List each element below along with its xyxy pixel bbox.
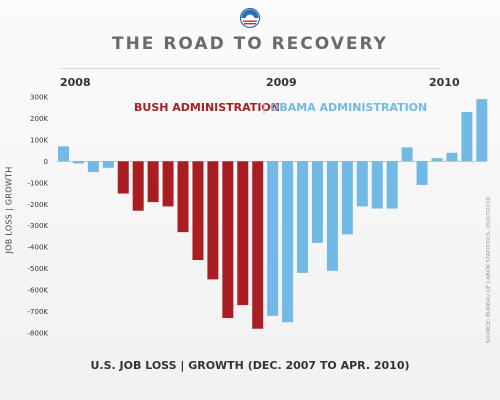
y-tick-label: 200K	[30, 115, 48, 123]
bar-obama	[341, 161, 353, 235]
bar-obama	[446, 152, 458, 162]
y-tick-label: -600K	[28, 287, 49, 295]
bar-bush	[162, 161, 174, 207]
bar-bush	[117, 161, 129, 194]
y-tick-label: 300K	[30, 94, 48, 102]
bar-pre	[102, 161, 114, 168]
bar-bush	[132, 161, 144, 211]
legend-bush: BUSH ADMINISTRATION	[134, 101, 280, 114]
year-label-2010: 2010	[429, 76, 460, 89]
bar-bush	[222, 161, 234, 318]
bar-obama	[476, 99, 488, 162]
bar-bush	[207, 161, 219, 280]
y-tick-label: 0	[44, 158, 48, 166]
bar-bush	[147, 161, 159, 203]
y-tick-label: -200K	[28, 201, 49, 209]
title-rule-right	[250, 68, 440, 69]
bar-bush	[177, 161, 189, 233]
y-tick-label: -500K	[28, 265, 49, 273]
title-rule-left	[60, 68, 250, 69]
year-label-2009: 2009	[266, 76, 297, 89]
bar-obama	[311, 161, 323, 243]
bar-obama	[386, 161, 398, 209]
obama-logo-icon	[240, 8, 260, 28]
bar-obama	[431, 158, 443, 162]
bar-bush	[192, 161, 204, 261]
bar-bush	[252, 161, 264, 329]
legend-separator: |	[262, 101, 267, 114]
chart-title: THE ROAD TO RECOVERY	[111, 34, 388, 54]
bar-pre	[72, 161, 84, 164]
bar-obama	[297, 161, 309, 273]
y-tick-label: 100K	[30, 136, 48, 144]
bar-obama	[461, 112, 473, 162]
source-note: SOURCE: BUREAU OF LABOR STATISTICS, 05/0…	[486, 196, 492, 344]
bar-obama	[282, 161, 294, 323]
y-tick-label: -700K	[28, 308, 49, 316]
y-tick-label: -400K	[28, 244, 49, 252]
bar-bush	[237, 161, 249, 306]
legend-obama: OBAMA ADMINISTRATION	[270, 101, 428, 114]
year-label-2008: 2008	[60, 76, 91, 89]
y-tick-label: -100K	[28, 179, 49, 187]
bar-pre	[58, 146, 69, 162]
bar-obama	[401, 147, 413, 162]
x-axis-label: U.S. JOB LOSS | GROWTH (DEC. 2007 TO APR…	[90, 359, 410, 372]
bar-obama	[326, 161, 338, 271]
bar-obama	[267, 161, 279, 316]
bar-obama	[416, 161, 428, 185]
y-tick-label: -300K	[28, 222, 49, 230]
bar-obama	[371, 161, 383, 209]
y-tick-label: -800K	[28, 330, 49, 338]
bar-obama	[356, 161, 368, 207]
bar-pre	[87, 161, 99, 173]
